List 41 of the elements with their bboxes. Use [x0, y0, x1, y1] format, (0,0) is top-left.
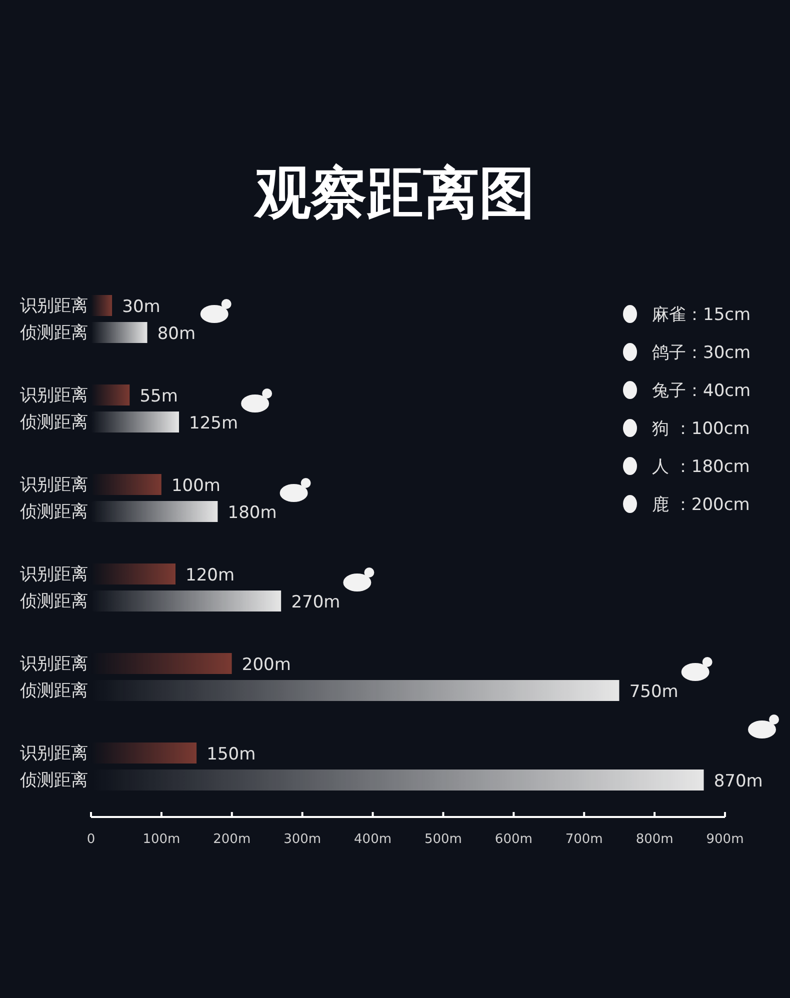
data-label: 125m	[189, 414, 238, 434]
x-tick-label: 400m	[354, 832, 392, 847]
data-label: 200m	[242, 655, 291, 675]
x-tick-label: 500m	[424, 832, 462, 847]
text: 识别距离	[20, 654, 88, 674]
data-label: 120m	[186, 566, 235, 586]
x-tick-label: 700m	[565, 832, 603, 847]
series-label: 侦测距离	[19, 323, 88, 343]
x-tick-label: 600m	[494, 832, 532, 847]
annotation: 人 ：180cm	[652, 457, 750, 477]
annotation: 兔子：40cm	[652, 381, 751, 401]
data-label: 150m	[206, 744, 256, 764]
annotation: 鹿 ：200cm	[652, 495, 750, 515]
text: 识别距离	[20, 386, 88, 406]
text: 侦测距离	[20, 592, 88, 612]
annotation: 狗 ：100cm	[652, 419, 750, 439]
x-tick-label: 800m	[636, 832, 674, 847]
text: 侦测距离	[20, 681, 88, 701]
text: 侦测距离	[20, 770, 88, 790]
chart-title: 观察距离图	[253, 161, 535, 226]
data-label: 100m	[171, 476, 220, 496]
text: 侦测距离	[20, 412, 88, 432]
series-label: 识别距离	[20, 296, 88, 316]
data-label: 270m	[291, 592, 340, 612]
data-label: 870m	[714, 772, 763, 792]
text: 识别距离	[20, 744, 88, 764]
data-label: 55m	[140, 386, 178, 406]
annotation: 麻雀：15cm	[652, 305, 751, 325]
data-label: 750m	[629, 682, 678, 702]
text: 侦测距离	[20, 502, 88, 522]
data-label: 30m	[122, 297, 160, 317]
annotation: 鸽子：30cm	[652, 343, 751, 363]
data-label: 180m	[228, 503, 277, 523]
text: 识别距离	[20, 475, 88, 495]
x-tick-label: 300m	[284, 832, 322, 847]
x-tick-label: 900m	[706, 832, 744, 847]
x-tick-label: 100m	[142, 832, 180, 847]
x-tick-label: 0	[86, 832, 96, 847]
data-label: 80m	[157, 324, 196, 344]
x-tick-label: 200m	[213, 832, 251, 847]
text: 识别距离	[20, 564, 88, 584]
